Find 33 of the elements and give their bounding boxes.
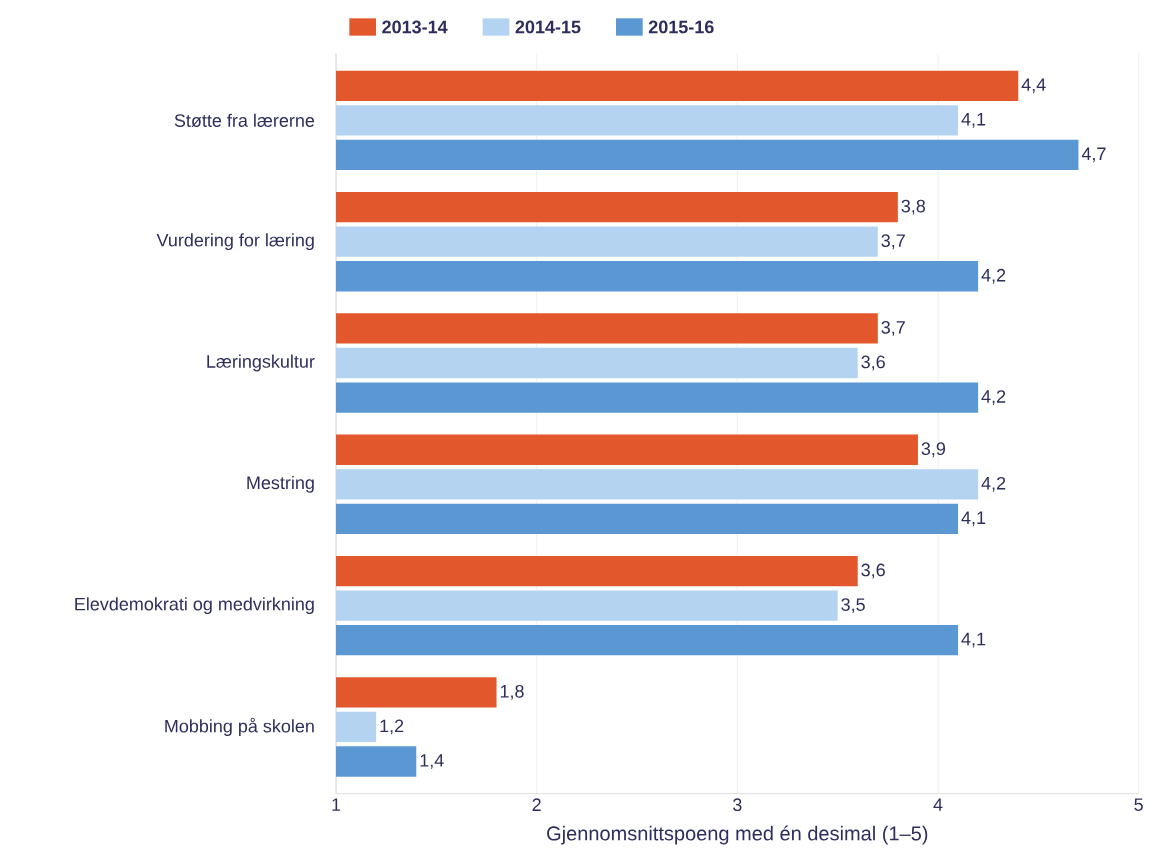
- data-label: 4,7: [1081, 147, 1106, 163]
- x-tick-label: 4: [933, 798, 943, 811]
- x-tick-label: 2: [532, 798, 541, 811]
- data-label: 1,2: [380, 719, 404, 735]
- data-label: 4,2: [981, 476, 1006, 492]
- data-label: 4,2: [981, 390, 1006, 406]
- data-label: 4,1: [961, 511, 986, 527]
- y-tick-label: Læringskultur: [207, 354, 315, 372]
- x-tick-label: 3: [733, 798, 742, 812]
- data-label: 3,7: [881, 234, 905, 250]
- data-label: 1,8: [500, 684, 524, 700]
- y-tick-label: Vurdering for læring: [156, 233, 314, 251]
- data-label: 3,7: [881, 321, 905, 336]
- data-label: 3,5: [841, 598, 865, 614]
- data-label: 3,9: [921, 442, 946, 458]
- y-tick-label: Elevdemokrati og medvirkning: [75, 597, 314, 615]
- x-axis-title: Gjennomsnittspoeng med én desimal (1–5): [547, 825, 928, 845]
- data-label: 1,4: [420, 754, 444, 769]
- data-label: 4,1: [961, 632, 986, 648]
- x-tick-label: 5: [1134, 798, 1143, 811]
- y-tick-label: Mestring: [247, 475, 314, 493]
- data-label: 3,6: [861, 355, 885, 371]
- data-label: 4,1: [961, 113, 986, 128]
- data-label: 4,4: [1021, 78, 1046, 94]
- data-label: 3,8: [901, 199, 926, 215]
- legend-label: 2014-15: [515, 20, 581, 34]
- y-tick-label: Mobbing på skolen: [165, 717, 314, 737]
- legend-label: 2013-14: [382, 20, 448, 34]
- data-label: 4,2: [981, 268, 1006, 284]
- y-tick-label: Støtte fra lærerne: [174, 113, 315, 128]
- x-tick-label: 1: [332, 798, 341, 811]
- data-label: 3,6: [861, 563, 885, 579]
- legend-label: 2015-16: [648, 20, 714, 34]
